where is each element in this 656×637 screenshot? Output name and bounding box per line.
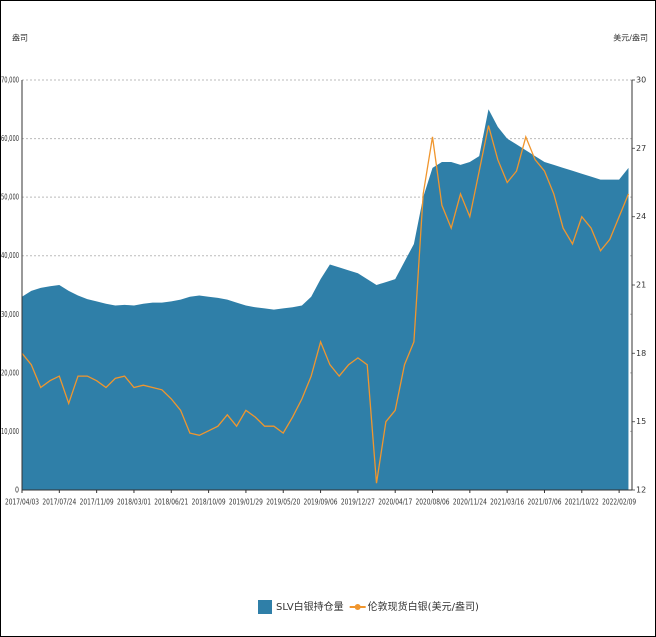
x-tick-label: 2017/04/03 (5, 498, 39, 507)
y2-tick-label: 27 (636, 144, 646, 153)
x-tick-label: 2021/07/06 (527, 498, 561, 507)
price-line (21, 125, 630, 484)
y-axis-label: 盎司 (12, 33, 28, 43)
x-tick-label: 2021/03/16 (490, 498, 524, 507)
y-tick-label: 50,000 (1, 193, 19, 202)
x-tick-label: 2019/12/27 (341, 498, 375, 507)
x-tick-label: 2020/11/24 (453, 498, 487, 507)
y-tick-label: 0 (15, 486, 19, 495)
legend: SLV白银持仓量 伦敦现货白银(美元/盎司) (258, 600, 479, 614)
x-tick-label: 2021/10/22 (565, 498, 599, 507)
y2-tick-label: 21 (636, 281, 646, 290)
y-tick-label: 70,000 (1, 76, 19, 85)
y-tick-label: 20,000 (1, 368, 19, 377)
x-tick-label: 2018/06/21 (154, 498, 188, 507)
legend-label: 伦敦现货白银(美元/盎司) (368, 600, 479, 613)
y-tick-label: 10,000 (1, 427, 19, 436)
y-tick-label: 40,000 (1, 251, 19, 260)
x-tick-label: 2019/01/29 (229, 498, 263, 507)
holdings-area (22, 109, 629, 491)
y2-tick-label: 24 (636, 212, 646, 221)
x-tick-label: 2020/08/06 (416, 498, 450, 507)
y-tick-label: 30,000 (1, 310, 19, 319)
x-tick-label: 2017/11/09 (80, 498, 114, 507)
x-tick-label: 2018/03/01 (117, 498, 151, 507)
x-tick-label: 2019/05/20 (266, 498, 300, 507)
y-tick-label: 60,000 (1, 134, 19, 143)
y2-tick-label: 18 (636, 349, 646, 358)
x-tick-label: 2019/09/06 (304, 498, 338, 507)
x-tick-label: 2020/04/17 (378, 498, 412, 507)
x-tick-label: 2018/10/09 (192, 498, 226, 507)
y2-tick-label: 15 (636, 417, 646, 426)
x-tick-label: 2022/02/09 (602, 498, 636, 507)
y2-axis-label: 美元/盎司 (613, 33, 648, 43)
y2-tick-label: 30 (636, 76, 646, 85)
legend-swatch (258, 600, 272, 614)
y2-tick-label: 12 (636, 486, 646, 495)
legend-swatch-dot (354, 604, 361, 610)
x-tick-label: 2017/07/24 (42, 498, 76, 507)
legend-label: SLV白银持仓量 (276, 600, 344, 613)
